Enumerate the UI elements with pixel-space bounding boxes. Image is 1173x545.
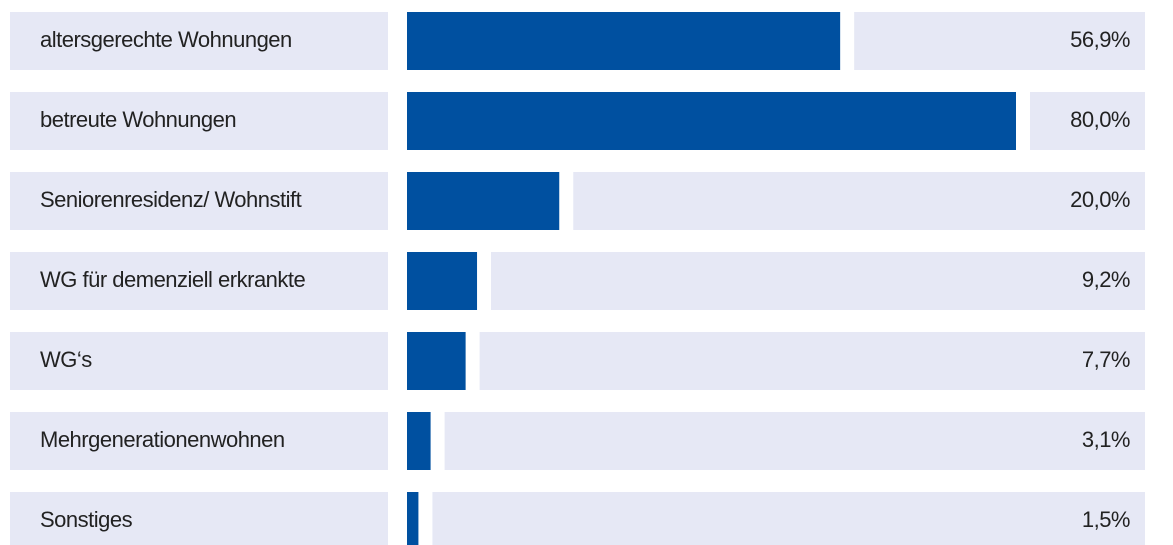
category-label: Mehrgenerationenwohnen: [40, 427, 285, 452]
label-box: [10, 12, 388, 70]
category-label: WG‘s: [40, 347, 92, 372]
bar: [407, 252, 478, 310]
bar: [407, 332, 466, 390]
bar-track: [1030, 92, 1145, 150]
category-label: WG für demenziell erkrankte: [40, 267, 306, 292]
bar-track: [573, 172, 1145, 230]
bar-track: [432, 492, 1145, 545]
value-label: 7,7%: [1082, 347, 1130, 372]
label-box: [10, 172, 388, 230]
label-box: [10, 252, 388, 310]
value-label: 80,0%: [1070, 107, 1130, 132]
bar: [407, 172, 560, 230]
bar: [407, 492, 419, 545]
label-box: [10, 92, 388, 150]
category-label: Seniorenresidenz/ Wohnstift: [40, 187, 302, 212]
category-label: altersgerechte Wohnungen: [40, 27, 292, 52]
label-box: [10, 412, 388, 470]
bar: [407, 412, 431, 470]
value-label: 1,5%: [1082, 507, 1130, 532]
value-label: 20,0%: [1070, 187, 1130, 212]
bar: [407, 12, 841, 70]
value-label: 56,9%: [1070, 27, 1130, 52]
bar-track: [491, 252, 1145, 310]
category-label: betreute Wohnungen: [40, 107, 236, 132]
bar-track: [444, 412, 1145, 470]
bar: [407, 92, 1016, 150]
label-box: [10, 332, 388, 390]
value-label: 9,2%: [1082, 267, 1130, 292]
value-label: 3,1%: [1082, 427, 1130, 452]
category-label: Sonstiges: [40, 507, 133, 532]
bar-track: [479, 332, 1146, 390]
label-box: [10, 492, 388, 545]
bar-track: [854, 12, 1145, 70]
